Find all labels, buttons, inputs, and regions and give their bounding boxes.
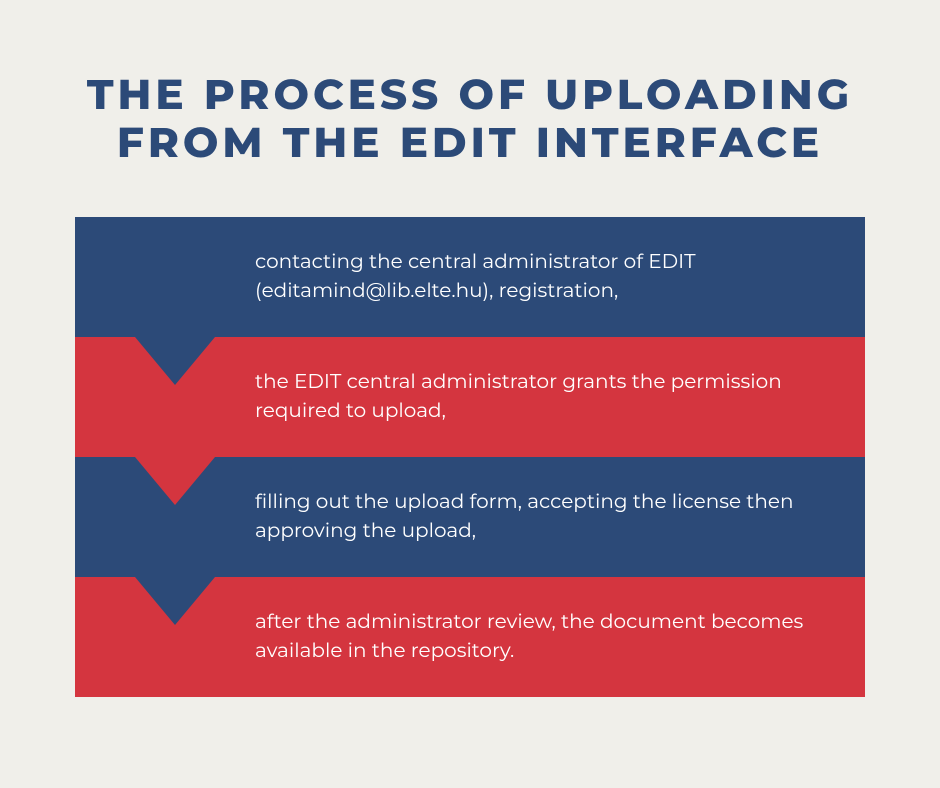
process-step-4: after the administrator review, the docu… — [75, 577, 865, 697]
chevron-down-icon — [135, 577, 215, 625]
page-title: THE PROCESS OF UPLOADING FROM THE EDIT I… — [50, 70, 890, 167]
process-step-2: the EDIT central administrator grants th… — [75, 337, 865, 457]
process-steps: contacting the central administrator of … — [75, 217, 865, 697]
chevron-down-icon — [135, 457, 215, 505]
step-text-1: contacting the central administrator of … — [75, 248, 865, 306]
infographic-container: THE PROCESS OF UPLOADING FROM THE EDIT I… — [0, 0, 940, 788]
chevron-down-icon — [135, 337, 215, 385]
process-step-1: contacting the central administrator of … — [75, 217, 865, 337]
title-line-1: THE PROCESS OF UPLOADING — [87, 68, 853, 120]
title-line-2: FROM THE EDIT INTERFACE — [117, 116, 823, 168]
process-step-3: filling out the upload form, accepting t… — [75, 457, 865, 577]
